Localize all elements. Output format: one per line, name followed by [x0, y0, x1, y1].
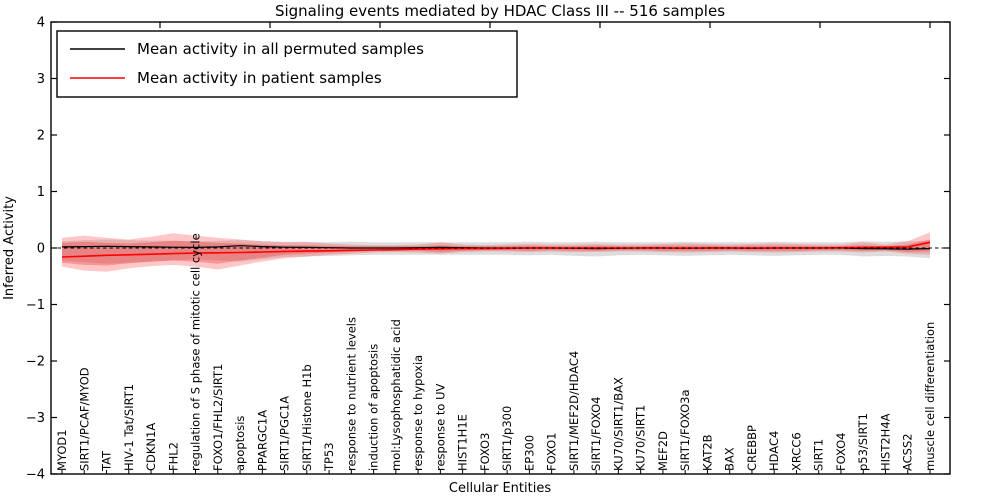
x-tick-label: KU70/SIRT1/BAX [611, 377, 625, 471]
x-tick-labels-group: MYOD1 SIRT1/PCAF/MYOD TAT HIV-1 Tat/SIRT1 CD… [55, 233, 937, 472]
bands-group [62, 232, 930, 272]
y-tick-label: 2 [37, 129, 45, 144]
patient-spread-band-outer [62, 232, 930, 272]
y-axis-label: Inferred Activity [2, 196, 17, 300]
x-tick-label: SIRT1/FOXO4 [589, 396, 603, 471]
legend-label-patient: Mean activity in patient samples [137, 69, 382, 87]
x-tick-label: HIV-1 Tat/SIRT1 [122, 384, 136, 471]
legend-label-permuted: Mean activity in all permuted samples [137, 40, 424, 58]
x-tick-label: FHL2 [166, 442, 180, 471]
x-tick-label: SIRT1/p300 [500, 406, 514, 471]
x-tick-label: HDAC4 [767, 431, 781, 471]
y-tick-label: 4 [37, 16, 45, 31]
y-tick-label: 1 [37, 185, 45, 200]
plot-frame [50, 21, 951, 475]
ticks-group: 4 3 2 1 0 −1 −2 −3 −4 [26, 16, 950, 483]
chart-title: Signaling events mediated by HDAC Class … [275, 2, 725, 20]
y-tick-label: −2 [26, 355, 45, 370]
x-tick-label: TP53 [322, 442, 336, 472]
x-tick-label: SIRT1/FOXO3a [678, 389, 692, 471]
y-tick-label: 0 [37, 242, 45, 257]
y-tick-label: −3 [26, 411, 45, 426]
x-tick-label: CDKN1A [144, 423, 158, 471]
y-tick-label: −4 [26, 468, 45, 483]
x-tick-label: CREBBP [745, 425, 759, 471]
x-tick-label: p53/SIRT1 [856, 413, 870, 471]
legend-box [56, 30, 518, 98]
x-tick-label: EP300 [522, 435, 536, 471]
x-tick-label: SIRT1/PCAF/MYOD [77, 367, 91, 471]
x-tick-label: KAT2B [700, 434, 714, 471]
x-tick-label: FOXO1 [545, 433, 559, 471]
x-tick-label: PPARGC1A [255, 410, 269, 471]
x-tick-label: HIST1H1E [456, 414, 470, 471]
x-tick-label: ACSS2 [901, 433, 915, 471]
x-tick-label: induction of apoptosis [367, 344, 381, 471]
x-tick-label: HIST2H4A [878, 413, 892, 471]
x-tick-label: XRCC6 [789, 432, 803, 471]
x-axis-label: Cellular Entities [449, 481, 551, 496]
x-tick-label: response to hypoxia [411, 355, 425, 471]
legend: Mean activity in all permuted samples Me… [56, 30, 518, 98]
x-tick-label: FOXO3 [478, 433, 492, 471]
x-tick-label: SIRT1 [812, 439, 826, 471]
patient-spread-band-inner [62, 239, 930, 266]
x-tick-label: SIRT1/MEF2D/HDAC4 [567, 351, 581, 471]
x-tick-label: response to nutrient levels [344, 317, 358, 471]
x-tick-label: SIRT1/PGC1A [278, 396, 292, 471]
x-tick-label: MYOD1 [55, 429, 69, 471]
y-tick-label: 3 [37, 72, 45, 87]
x-tick-label: FOXO4 [834, 433, 848, 471]
x-tick-label: muscle cell differentiation [923, 322, 937, 471]
x-tick-label: response to UV [433, 383, 447, 471]
series-lines-group [51, 241, 950, 258]
x-tick-label: KU70/SIRT1 [634, 405, 648, 471]
x-tick-label: TAT [100, 450, 114, 472]
x-tick-label: regulation of S phase of mitotic cell cy… [189, 233, 203, 471]
x-tick-label: MEF2D [656, 431, 670, 471]
y-tick-label: −1 [26, 298, 45, 313]
x-tick-label: BAX [723, 447, 737, 471]
x-tick-label: apoptosis [233, 416, 247, 471]
permuted-spread-band [62, 239, 930, 264]
x-tick-label: FOXO1/FHL2/SIRT1 [211, 364, 225, 471]
x-tick-label: mol:Lysophosphatidic acid [389, 319, 403, 471]
x-tick-label: SIRT1/Histone H1b [300, 364, 314, 471]
